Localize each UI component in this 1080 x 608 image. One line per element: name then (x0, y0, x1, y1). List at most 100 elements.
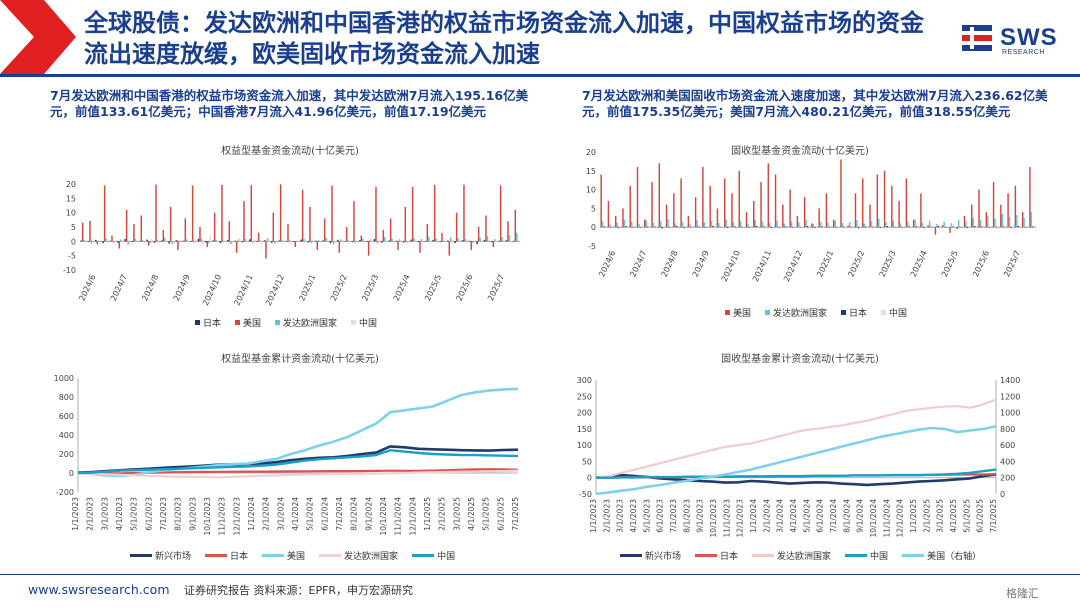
bar (244, 239, 247, 242)
header-divider (0, 74, 1080, 77)
bar (723, 178, 726, 228)
series-line (595, 425, 997, 496)
bar (705, 227, 707, 228)
bar (450, 237, 452, 242)
bar (905, 178, 908, 228)
bar (690, 226, 692, 228)
bar (131, 241, 134, 243)
bar (146, 239, 148, 242)
bar (514, 209, 517, 242)
bar (936, 223, 938, 228)
bar (347, 240, 349, 242)
bar (830, 226, 832, 228)
bar (614, 215, 617, 228)
bar (447, 240, 449, 242)
bar (263, 240, 266, 242)
bar (703, 222, 706, 228)
x-tick-label: 1/1/2024 (749, 499, 758, 533)
bar (420, 239, 423, 242)
bar (899, 223, 902, 228)
bar (600, 174, 602, 228)
legend-item: 发达欧洲国家 (275, 316, 337, 329)
bar (253, 240, 255, 242)
bar (1030, 212, 1033, 228)
note-right: 7月发达欧洲和美国固收市场资金流入速度加速，其中发达欧洲7月流入236.62亿美… (582, 88, 1048, 119)
bar (510, 241, 512, 242)
x-tick-label: 3/1/2024 (276, 497, 285, 531)
bar (268, 239, 270, 242)
bar (480, 241, 483, 243)
bar (234, 240, 236, 242)
bar (950, 223, 953, 228)
x-tick-label: 4/1/2024 (291, 497, 300, 531)
bar (798, 222, 800, 228)
bar (266, 238, 269, 242)
bar (287, 224, 289, 242)
bar (862, 178, 864, 228)
bar (227, 239, 229, 242)
bar (915, 226, 918, 228)
note-left: 7月发达欧洲和中国香港的权益市场资金流入加速，其中发达欧洲7月流入195.16亿… (50, 88, 529, 119)
bar (505, 240, 508, 242)
bar (199, 227, 201, 242)
x-tick-label: 5/1/2025 (482, 497, 491, 531)
bar (155, 184, 157, 242)
footer-url[interactable]: www.swsresearch.com (28, 582, 170, 597)
bar (924, 227, 926, 229)
bar (757, 225, 759, 228)
bar (878, 218, 880, 228)
x-tick-label: 11/1/2024 (394, 497, 403, 536)
logo-mark-icon (962, 25, 992, 51)
bar (674, 223, 677, 228)
x-tick-label: 2024/11 (751, 249, 773, 283)
bar (200, 238, 203, 242)
legend-item: 中国 (845, 549, 888, 562)
x-tick-label: 6/1/2025 (496, 497, 505, 531)
bar (923, 227, 925, 228)
bar (473, 239, 475, 242)
bar (718, 223, 720, 228)
bar (607, 200, 610, 228)
x-tick-label: 4/1/2025 (949, 499, 958, 533)
x-tick-label: 2/1/2025 (438, 497, 447, 531)
bar (753, 200, 755, 228)
x-tick-label: 2024/11 (232, 273, 254, 307)
bar (231, 241, 233, 244)
bar (150, 238, 153, 242)
bar (981, 226, 983, 228)
bar (224, 239, 226, 242)
bar (156, 239, 159, 242)
legend-item: 中国 (351, 316, 377, 329)
bar (808, 227, 810, 230)
legend-swatch (841, 310, 847, 315)
x-tick-label: 2025/4 (909, 249, 929, 278)
bar (684, 225, 687, 228)
bar (187, 241, 189, 243)
bar (169, 206, 172, 242)
y2-tick-label: 200 (1000, 474, 1015, 483)
bar (294, 241, 297, 248)
bar (789, 189, 791, 228)
bar (89, 220, 91, 242)
bar (834, 220, 836, 228)
bar (441, 232, 443, 242)
bar (246, 241, 248, 243)
bar (972, 218, 974, 228)
bar (959, 226, 961, 228)
bar (1008, 216, 1011, 228)
bar (426, 224, 429, 242)
series-line (77, 469, 519, 479)
bar (301, 189, 304, 242)
bar (491, 241, 493, 243)
legend-swatch (902, 554, 925, 557)
bar (323, 218, 326, 242)
bar (848, 221, 851, 228)
bar (367, 241, 370, 256)
legend-bond-cumulative: 新兴市场 日本 发达欧洲国家 中国 美国（右轴） (620, 549, 981, 562)
chart-bond-weekly: -5 0 5 10 15 20 2024/6 2024/7 2024/8 2024/9 2024/1… (586, 148, 1036, 283)
x-tick-label: 11/1/2024 (882, 499, 891, 538)
x-tick-label: 3/1/2023 (100, 497, 109, 531)
bar (770, 227, 772, 228)
bar (92, 239, 94, 242)
bar (470, 241, 473, 250)
